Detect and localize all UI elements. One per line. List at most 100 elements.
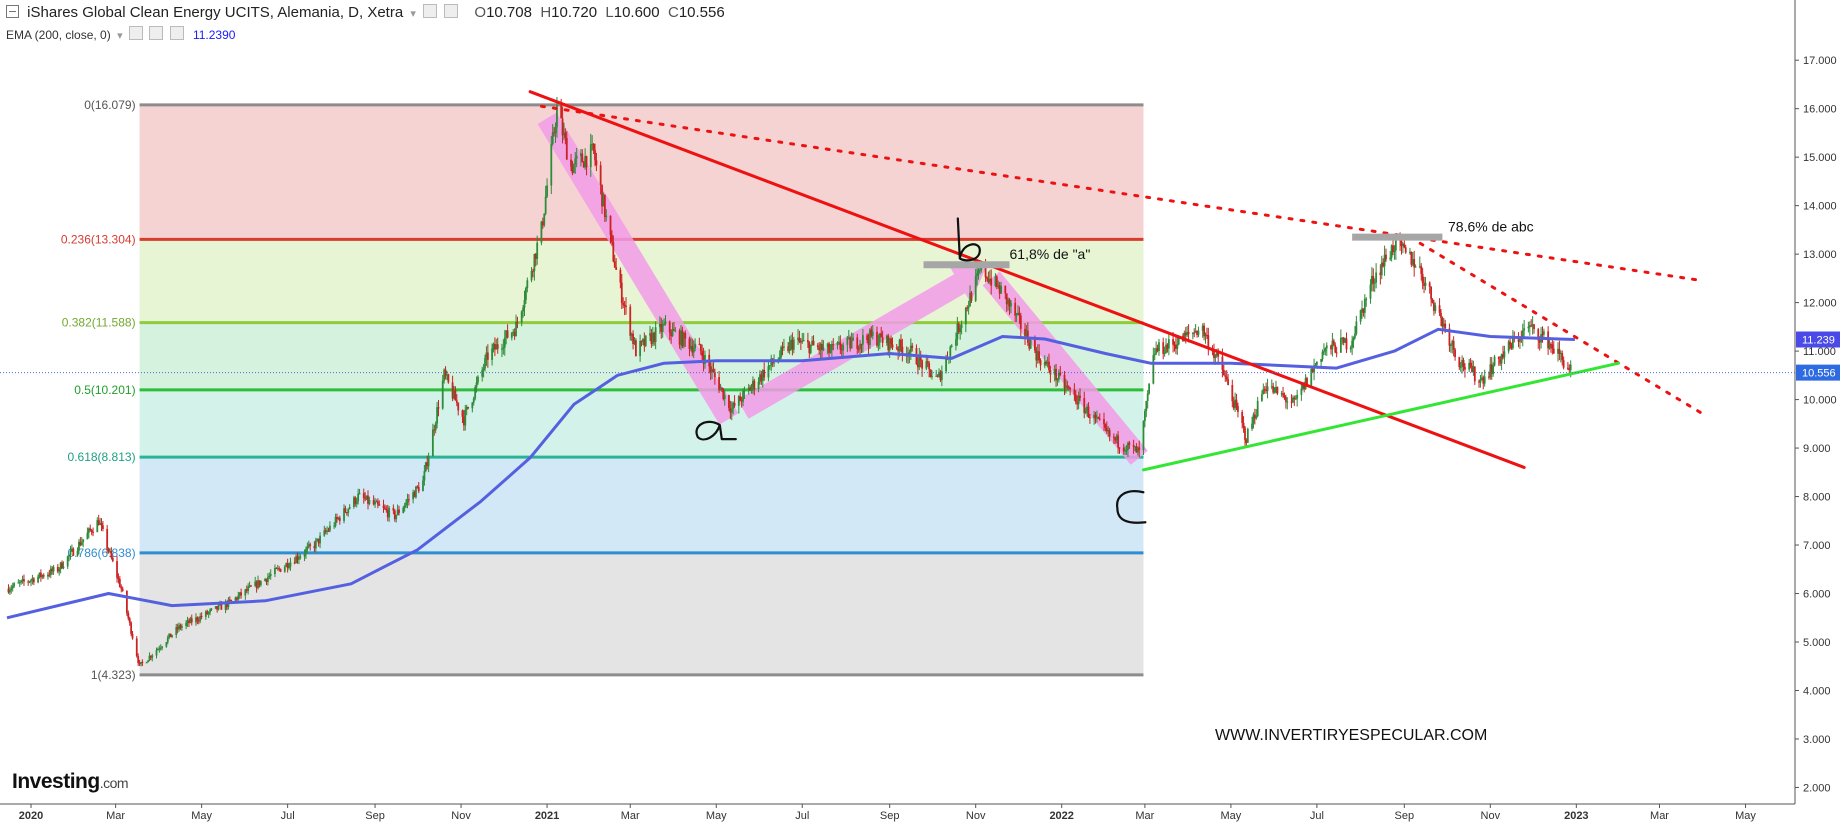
chevron-down-icon[interactable]: ▾ xyxy=(117,30,123,42)
candle-body xyxy=(245,589,248,592)
candle-body xyxy=(1471,365,1473,373)
candle-body xyxy=(1383,254,1386,267)
candle-body xyxy=(1294,398,1297,400)
candle-body xyxy=(570,159,572,167)
candle-body xyxy=(925,361,928,369)
candle-body xyxy=(299,556,302,559)
candle-body xyxy=(799,341,802,343)
candle-body xyxy=(307,544,310,547)
candle-body xyxy=(406,499,409,503)
candle-body xyxy=(689,345,692,349)
candle-body xyxy=(909,345,912,353)
candle-body xyxy=(1217,352,1220,357)
ema-line xyxy=(6,327,1575,620)
candle-body xyxy=(1088,417,1091,419)
candle-body xyxy=(467,406,470,409)
candle-body xyxy=(822,347,825,350)
candle-body xyxy=(474,387,477,399)
candle-body xyxy=(145,662,148,664)
candle-body xyxy=(791,339,794,350)
chevron-down-icon[interactable]: ▾ xyxy=(410,8,416,20)
candle-body xyxy=(612,241,615,262)
candle-body xyxy=(28,581,31,583)
candle-body xyxy=(826,343,829,348)
indicator-close-icon[interactable] xyxy=(169,26,184,40)
price-badge-label: 11.239 xyxy=(1802,335,1835,347)
candle-body xyxy=(688,338,691,349)
candle-body xyxy=(979,269,981,271)
candle-body xyxy=(1215,352,1218,356)
candle-body xyxy=(1430,286,1433,300)
candle-body xyxy=(453,390,455,399)
candle-body xyxy=(433,429,436,431)
candle-body xyxy=(159,647,162,649)
candle-body xyxy=(189,618,192,624)
candle-body xyxy=(613,261,616,268)
candle-body xyxy=(839,342,842,350)
candle-body xyxy=(238,592,241,596)
candle-body xyxy=(248,585,251,587)
candle-body xyxy=(357,493,360,502)
symbol-title[interactable]: iShares Global Clean Energy UCITS, Alema… xyxy=(27,4,404,21)
candle-body xyxy=(1493,356,1496,366)
candle-body xyxy=(701,350,704,356)
candle-body xyxy=(412,492,415,500)
settings-icon[interactable] xyxy=(423,4,438,18)
candle-body xyxy=(890,338,892,345)
candle-body xyxy=(1418,266,1421,268)
candle-body xyxy=(1306,378,1308,386)
candle-body xyxy=(472,398,475,403)
candle-body xyxy=(462,416,465,426)
candle-body xyxy=(633,340,636,344)
candle-body xyxy=(611,234,613,242)
candle-body xyxy=(663,323,665,325)
candle-body xyxy=(403,505,406,508)
candle-body xyxy=(553,132,556,134)
candle-body xyxy=(544,196,547,214)
candle-body xyxy=(303,554,306,557)
annotation-label: 78.6% de abc xyxy=(1448,218,1534,234)
candle-body xyxy=(343,508,345,521)
candle-body xyxy=(1093,414,1096,418)
candle-body xyxy=(128,618,131,623)
candle-body xyxy=(1152,355,1155,384)
candle-body xyxy=(836,342,839,346)
candle-body xyxy=(1300,388,1303,395)
candle-body xyxy=(1048,361,1050,370)
candle-body xyxy=(190,618,193,623)
candle-body xyxy=(278,568,281,570)
candle-body xyxy=(80,542,83,546)
candle-body xyxy=(1499,359,1502,364)
candle-body xyxy=(928,363,931,370)
indicator-settings-icon[interactable] xyxy=(149,26,164,40)
candle-body xyxy=(957,323,960,333)
candle-body xyxy=(314,540,317,549)
candle-body xyxy=(950,345,953,347)
candle-body xyxy=(1203,325,1205,337)
indicator-name[interactable]: EMA (200, close, 0) xyxy=(6,28,111,42)
price-tick-label: 17.000 xyxy=(1803,55,1837,67)
candle-body xyxy=(178,625,180,630)
candle-body xyxy=(632,333,634,344)
red-downtrend-line xyxy=(528,90,1526,469)
candle-body xyxy=(171,635,173,638)
candle-body xyxy=(977,269,980,274)
candle-body xyxy=(1132,445,1135,447)
candle-body xyxy=(56,566,59,572)
candle-body xyxy=(334,516,337,526)
candle-body xyxy=(792,339,795,350)
candle-body xyxy=(477,376,479,383)
candle-body xyxy=(742,391,744,402)
candle-body xyxy=(1213,351,1215,358)
candle-body xyxy=(1261,394,1263,401)
candle-body xyxy=(210,608,213,610)
time-tick-label: Mar xyxy=(1650,810,1669,822)
indicator-visibility-icon[interactable] xyxy=(128,26,143,40)
candle-body xyxy=(1156,348,1159,352)
candle-body xyxy=(329,525,331,531)
visibility-icon[interactable] xyxy=(444,4,459,18)
time-tick-label: May xyxy=(1735,810,1756,822)
candle-body xyxy=(168,633,171,638)
menu-icon[interactable] xyxy=(6,5,19,18)
